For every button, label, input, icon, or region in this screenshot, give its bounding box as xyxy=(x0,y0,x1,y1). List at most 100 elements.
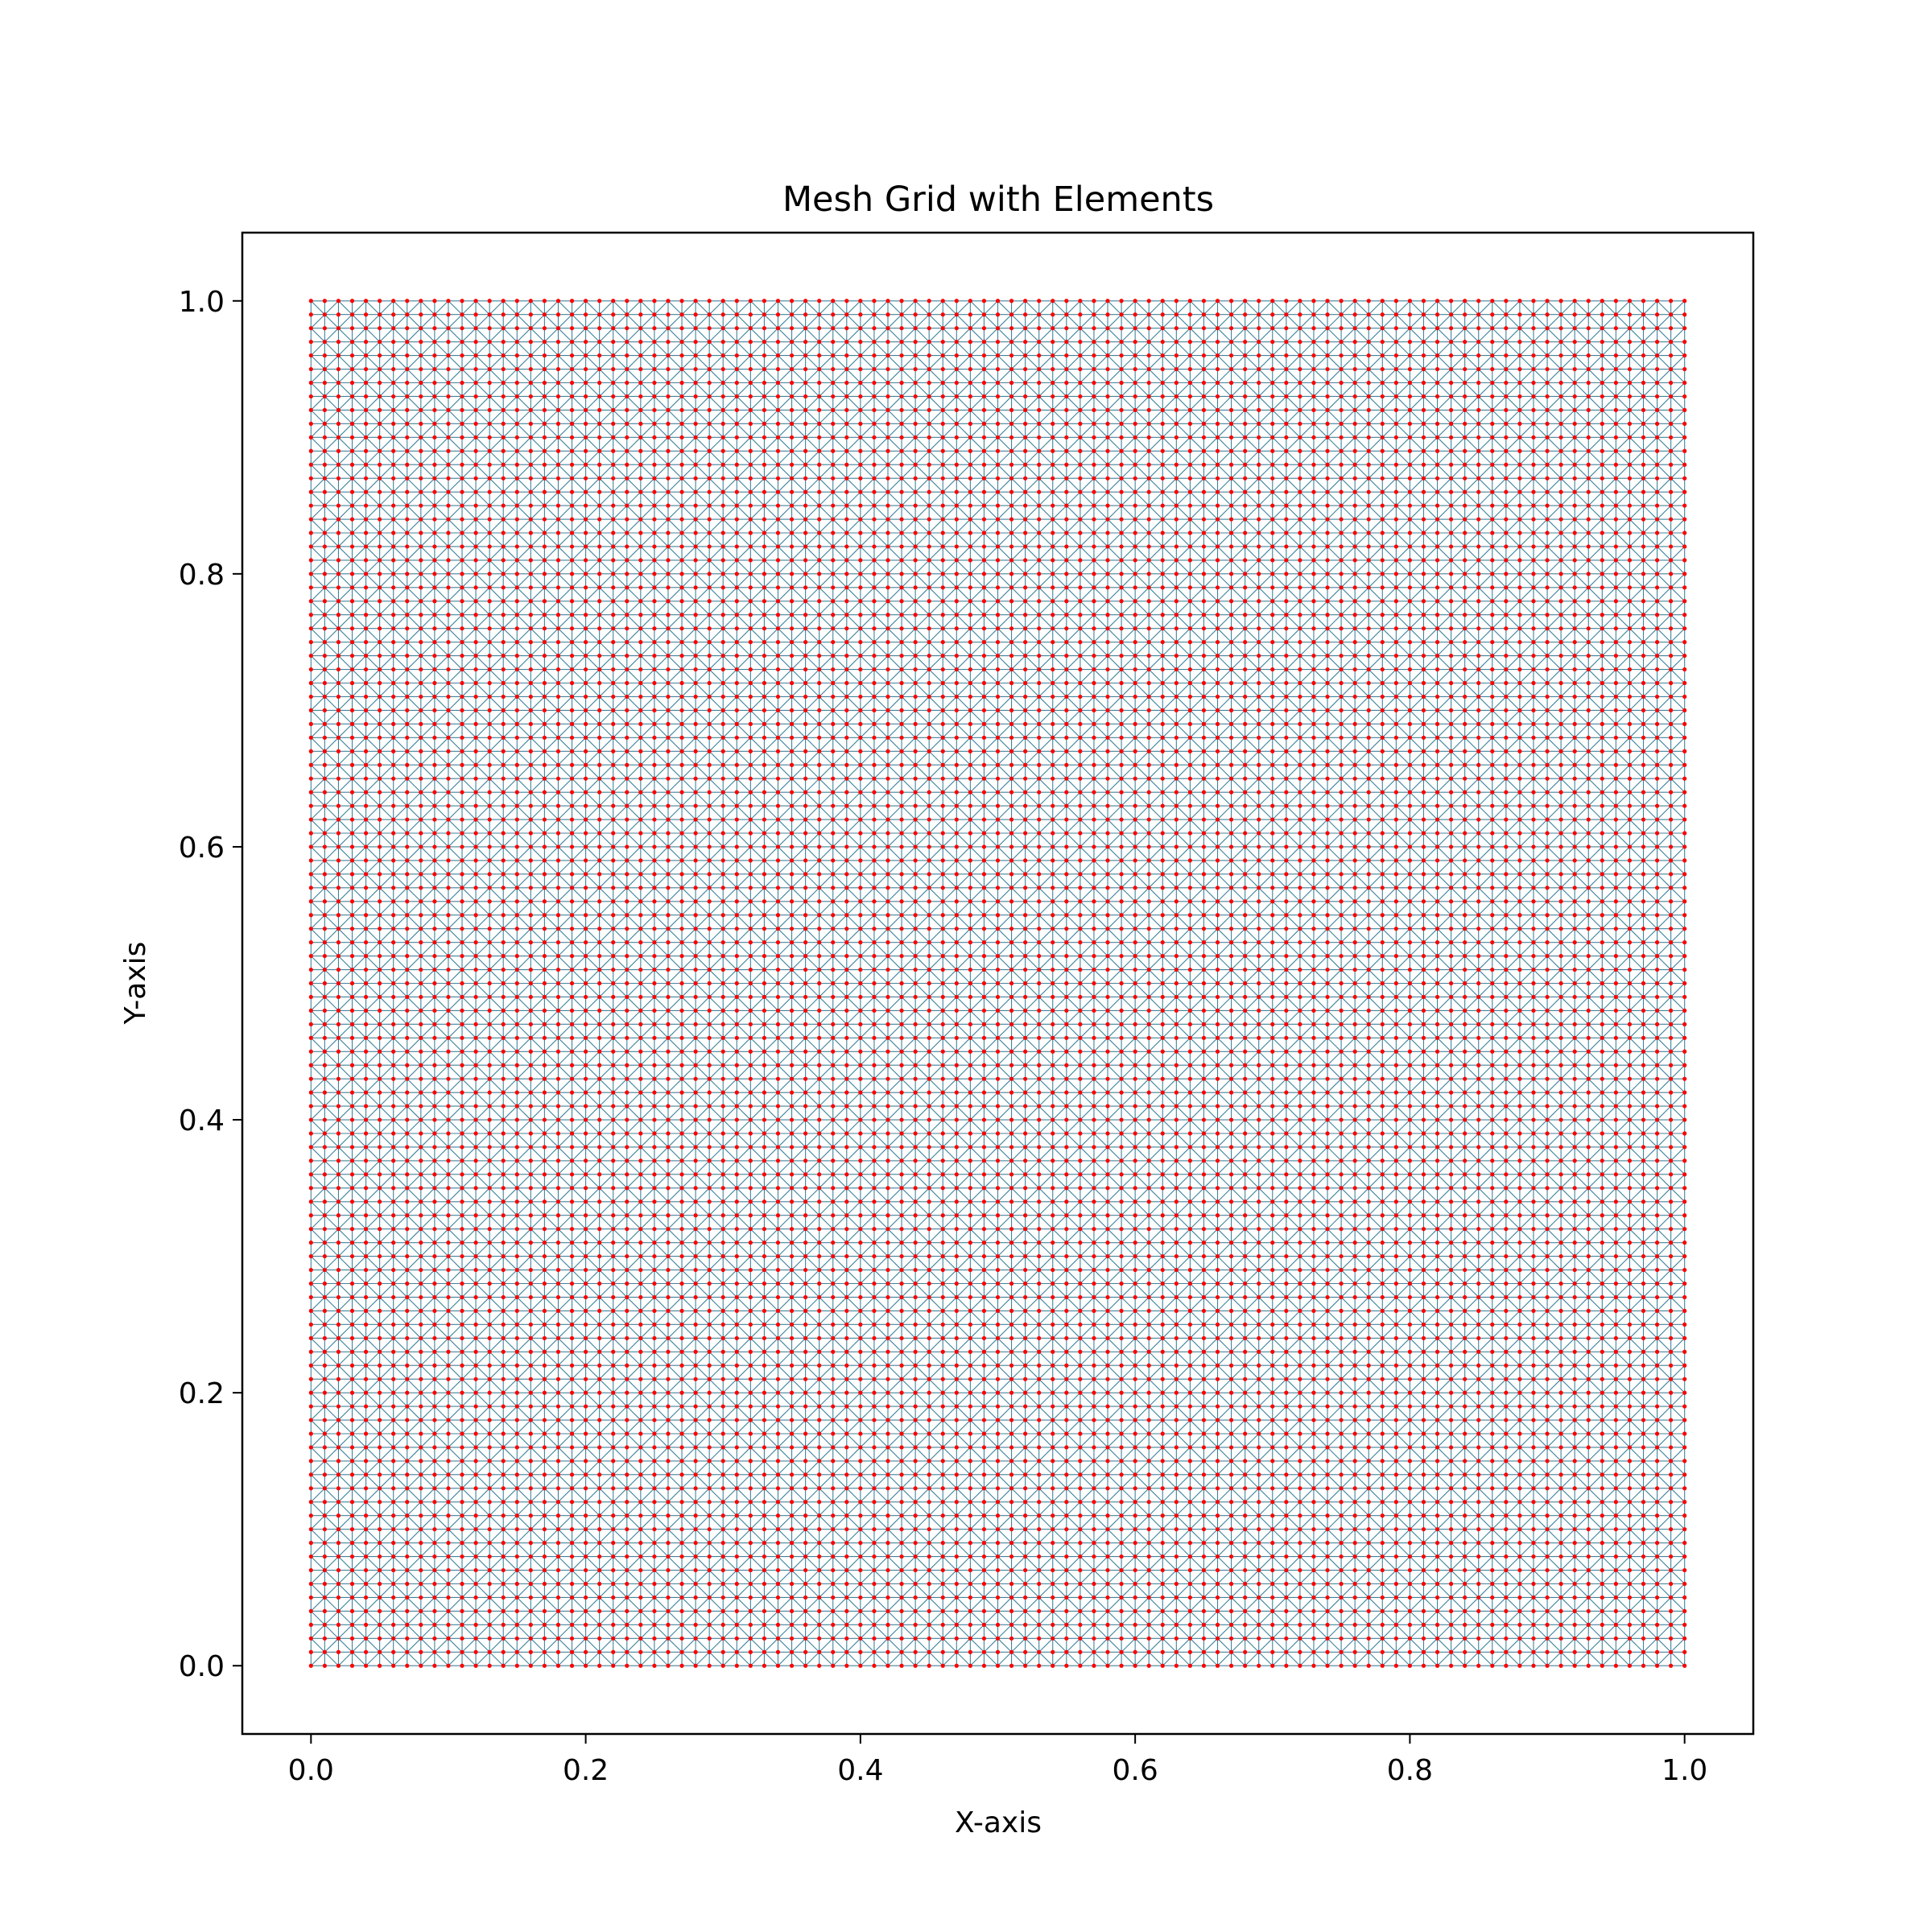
mesh-node xyxy=(473,626,478,631)
mesh-node xyxy=(720,366,725,372)
mesh-node xyxy=(913,858,918,863)
mesh-node xyxy=(378,1322,382,1327)
mesh-node xyxy=(803,1486,808,1491)
mesh-node xyxy=(487,1294,492,1300)
mesh-node xyxy=(789,462,795,467)
mesh-node xyxy=(913,667,918,672)
mesh-node xyxy=(858,1335,863,1340)
mesh-node xyxy=(968,1199,972,1204)
mesh-node xyxy=(803,599,808,604)
mesh-node xyxy=(927,1431,931,1436)
mesh-node xyxy=(419,544,423,549)
mesh-node xyxy=(762,640,767,645)
mesh-node xyxy=(940,1281,945,1286)
mesh-node xyxy=(432,407,437,413)
mesh-node xyxy=(446,980,451,986)
mesh-node xyxy=(968,1281,972,1286)
mesh-node xyxy=(775,1063,781,1067)
mesh-node xyxy=(720,599,725,604)
mesh-node xyxy=(652,1241,657,1245)
mesh-node xyxy=(391,749,396,753)
mesh-node xyxy=(844,735,849,740)
mesh-node xyxy=(803,1227,808,1232)
mesh-node xyxy=(734,1022,739,1026)
mesh-node xyxy=(886,844,890,849)
mesh-node xyxy=(405,1418,410,1422)
mesh-node xyxy=(748,640,753,645)
mesh-node xyxy=(858,899,863,904)
mesh-node xyxy=(803,803,808,808)
mesh-node xyxy=(487,380,492,386)
mesh-node xyxy=(652,1363,657,1368)
mesh-node xyxy=(514,326,519,331)
mesh-node xyxy=(528,776,533,781)
mesh-node xyxy=(363,1622,369,1627)
mesh-node xyxy=(501,1322,506,1327)
mesh-node xyxy=(611,585,616,590)
mesh-node xyxy=(954,653,959,658)
mesh-node xyxy=(625,1472,630,1477)
mesh-node xyxy=(501,844,506,849)
mesh-node xyxy=(542,735,547,740)
mesh-node xyxy=(707,1022,712,1026)
mesh-node xyxy=(460,489,464,494)
mesh-node xyxy=(555,312,561,317)
mesh-node xyxy=(720,1649,725,1654)
mesh-node xyxy=(569,503,575,508)
mesh-node xyxy=(446,1622,451,1627)
mesh-node xyxy=(775,886,781,890)
mesh-node xyxy=(789,1227,795,1232)
mesh-node xyxy=(569,1281,575,1286)
mesh-node xyxy=(844,613,849,617)
mesh-node xyxy=(501,530,506,535)
mesh-node xyxy=(693,326,698,331)
mesh-node xyxy=(720,1267,725,1273)
mesh-node xyxy=(954,1513,959,1518)
mesh-node xyxy=(419,1022,423,1026)
mesh-node xyxy=(858,340,863,345)
mesh-node xyxy=(322,572,327,576)
mesh-node xyxy=(872,1595,877,1600)
mesh-node xyxy=(542,803,547,808)
mesh-node xyxy=(487,640,492,645)
mesh-node xyxy=(542,940,547,945)
mesh-node xyxy=(789,1186,795,1191)
mesh-node xyxy=(927,626,931,631)
mesh-node xyxy=(322,1527,327,1532)
mesh-node xyxy=(720,1363,725,1368)
mesh-node xyxy=(432,1117,437,1122)
mesh-node xyxy=(638,1022,643,1026)
mesh-node xyxy=(913,980,918,986)
mesh-node xyxy=(542,1404,547,1409)
mesh-node xyxy=(336,1322,341,1327)
mesh-node xyxy=(693,1199,698,1204)
mesh-node xyxy=(858,1186,863,1191)
mesh-node xyxy=(583,1649,588,1654)
mesh-node xyxy=(899,927,904,931)
mesh-node xyxy=(831,530,836,535)
mesh-node xyxy=(940,1459,945,1463)
mesh-node xyxy=(666,380,671,386)
mesh-node xyxy=(720,421,725,426)
mesh-node xyxy=(391,435,396,440)
mesh-node xyxy=(336,1513,341,1518)
mesh-node xyxy=(831,394,836,399)
mesh-node xyxy=(583,1227,588,1232)
mesh-node xyxy=(542,953,547,959)
mesh-node xyxy=(378,476,382,481)
mesh-node xyxy=(762,1459,767,1463)
mesh-node xyxy=(666,448,671,453)
mesh-node xyxy=(693,626,698,631)
mesh-node xyxy=(638,899,643,904)
mesh-node xyxy=(968,1541,972,1546)
mesh-node xyxy=(597,312,602,317)
mesh-node xyxy=(789,1486,795,1491)
mesh-node xyxy=(583,476,588,481)
mesh-node xyxy=(775,312,781,317)
mesh-node xyxy=(363,1131,369,1136)
mesh-node xyxy=(460,1390,464,1395)
mesh-node xyxy=(748,353,753,358)
mesh-node xyxy=(336,1186,341,1191)
mesh-node xyxy=(762,613,767,617)
mesh-node xyxy=(583,489,588,494)
